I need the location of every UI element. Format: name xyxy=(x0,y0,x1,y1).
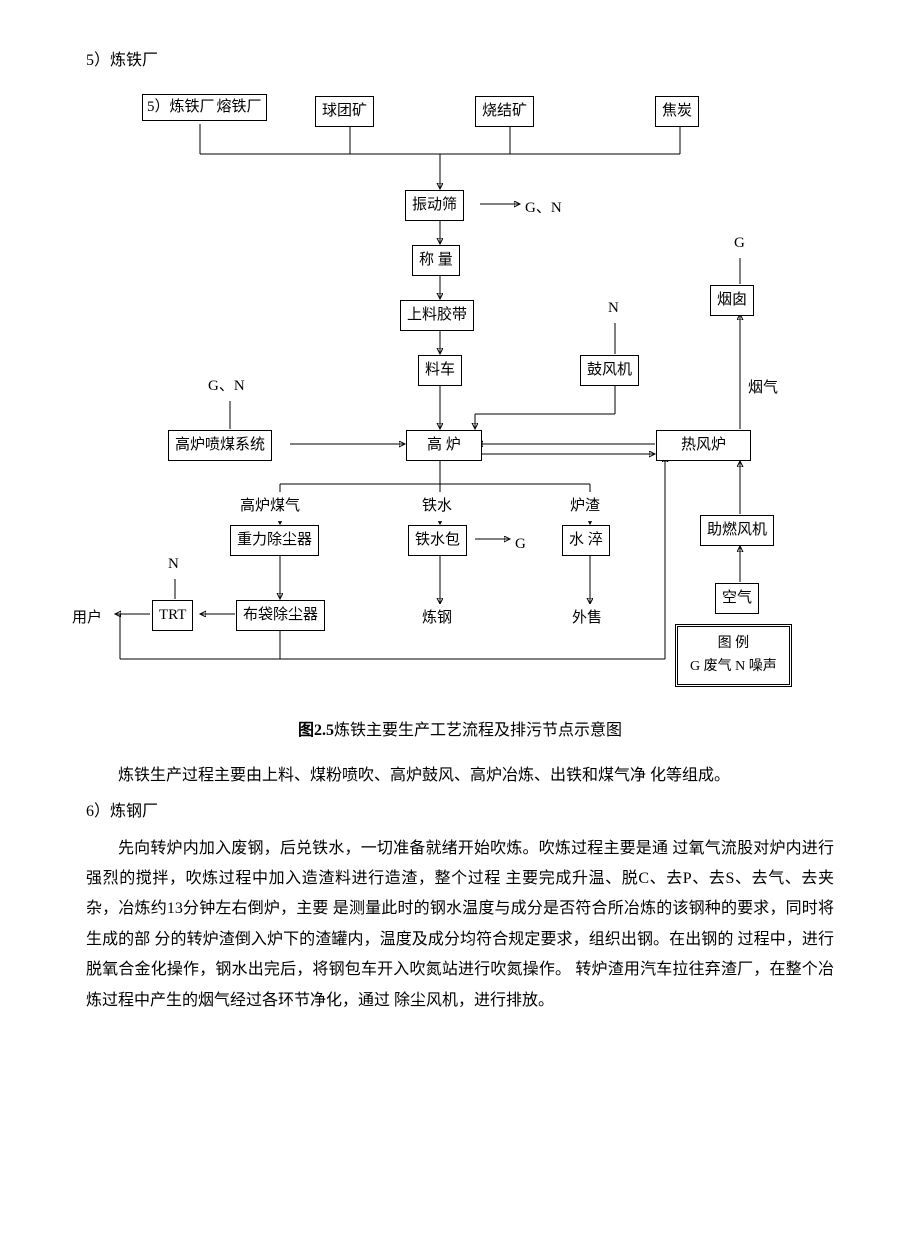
label-g2: G xyxy=(734,229,745,258)
node-zhuran: 助燃风机 xyxy=(700,515,774,546)
label-gaolumeiqi: 高炉煤气 xyxy=(240,492,300,521)
legend-box: 图 例 G 废气 N 噪声 xyxy=(675,624,792,687)
node-liaoche: 料车 xyxy=(418,355,462,386)
flowchart: 5）炼铁厂熔铁厂 球团矿 烧结矿 焦炭 振动筛 G、N 称 量 上料胶带 料车 … xyxy=(60,84,860,704)
label-tieshui: 铁水 xyxy=(422,492,452,521)
node-tieshui: 铁水包 xyxy=(408,525,467,556)
node-zhongli: 重力除尘器 xyxy=(230,525,319,556)
caption-text: 炼铁主要生产工艺流程及排污节点示意图 xyxy=(334,722,622,739)
label-luzha: 炉渣 xyxy=(570,492,600,521)
title-inner: 5）炼铁厂 xyxy=(147,99,215,115)
legend-body: G 废气 N 噪声 xyxy=(690,656,777,678)
caption-prefix: 图2.5 xyxy=(298,722,334,739)
node-gufengji: 鼓风机 xyxy=(580,355,639,386)
label-waishou: 外售 xyxy=(572,604,602,633)
label-gn2: G、N xyxy=(208,372,245,401)
section6-label: 6）炼钢厂 xyxy=(86,797,834,827)
figure-caption: 图2.5炼铁主要生产工艺流程及排污节点示意图 xyxy=(60,716,860,746)
node-budai: 布袋除尘器 xyxy=(236,600,325,631)
label-yonghu: 用户 xyxy=(72,604,102,633)
paragraph-2: 先向转炉内加入废钢，后兑铁水，一切准备就绪开始吹炼。吹炼过程主要是通 过氧气流股… xyxy=(86,834,834,1016)
node-trt: TRT xyxy=(152,600,193,631)
node-yancong: 烟囱 xyxy=(710,285,754,316)
node-penmei: 高炉喷煤系统 xyxy=(168,430,272,461)
paragraph-1: 炼铁生产过程主要由上料、煤粉喷吹、高炉鼓风、高炉冶炼、出铁和煤气净 化等组成。 xyxy=(86,761,834,791)
label-g1: G xyxy=(515,530,526,559)
node-gaolu: 高 炉 xyxy=(406,430,482,461)
label-yanqi: 烟气 xyxy=(748,374,778,403)
node-chengliang: 称 量 xyxy=(412,245,460,276)
label-n1: N xyxy=(608,294,619,323)
node-shuicui: 水 淬 xyxy=(562,525,610,556)
section5-label: 5）炼铁厂 xyxy=(86,46,860,76)
label-gn1: G、N xyxy=(525,194,562,223)
node-shengkuang-inner: 熔铁厂 xyxy=(217,99,262,115)
node-shaojie: 烧结矿 xyxy=(475,96,534,127)
node-qiutuan: 球团矿 xyxy=(315,96,374,127)
node-refenglu: 热风炉 xyxy=(656,430,751,461)
label-liangang: 炼钢 xyxy=(422,604,452,633)
title-inner-box: 5）炼铁厂熔铁厂 xyxy=(142,94,267,121)
node-kongqi: 空气 xyxy=(715,583,759,614)
label-n2: N xyxy=(168,550,179,579)
legend-title: 图 例 xyxy=(690,633,777,655)
node-shangliao: 上料胶带 xyxy=(400,300,474,331)
node-zhendongshai: 振动筛 xyxy=(405,190,464,221)
node-jiaotan: 焦炭 xyxy=(655,96,699,127)
